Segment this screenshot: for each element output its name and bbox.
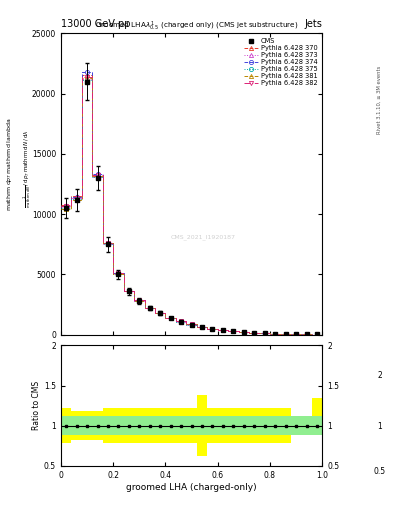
Text: 13000 GeV pp: 13000 GeV pp	[61, 19, 130, 29]
X-axis label: groomed LHA (charged-only): groomed LHA (charged-only)	[126, 482, 257, 492]
Title: Groomed LHA$\lambda^1_{0.5}$ (charged only) (CMS jet substructure): Groomed LHA$\lambda^1_{0.5}$ (charged on…	[95, 20, 299, 33]
Text: 2: 2	[377, 371, 382, 380]
Text: Jets: Jets	[305, 19, 322, 29]
Text: $\mathrm{mathrm}\,\mathrm{d}^2N$
$\mathrm{mathrm}\,\mathrm{d}p_T\,\mathrm{mathrm: $\mathrm{mathrm}\,\mathrm{d}^2N$ $\mathr…	[0, 117, 14, 210]
Text: $\frac{1}{\mathrm{mathrm}\,\mathrm{d}N}\,/\,\mathrm{d}p_T\,\mathrm{mathrm}\,\mat: $\frac{1}{\mathrm{mathrm}\,\mathrm{d}N}\…	[21, 130, 33, 208]
Text: 1: 1	[377, 421, 382, 431]
Text: Rivet 3.1.10, ≥ 3M events: Rivet 3.1.10, ≥ 3M events	[377, 66, 382, 134]
Text: 0.5: 0.5	[374, 467, 386, 477]
Text: CMS_2021_I1920187: CMS_2021_I1920187	[171, 234, 236, 240]
Y-axis label: Ratio to CMS: Ratio to CMS	[32, 381, 41, 430]
Legend: CMS, Pythia 6.428 370, Pythia 6.428 373, Pythia 6.428 374, Pythia 6.428 375, Pyt: CMS, Pythia 6.428 370, Pythia 6.428 373,…	[242, 37, 319, 87]
